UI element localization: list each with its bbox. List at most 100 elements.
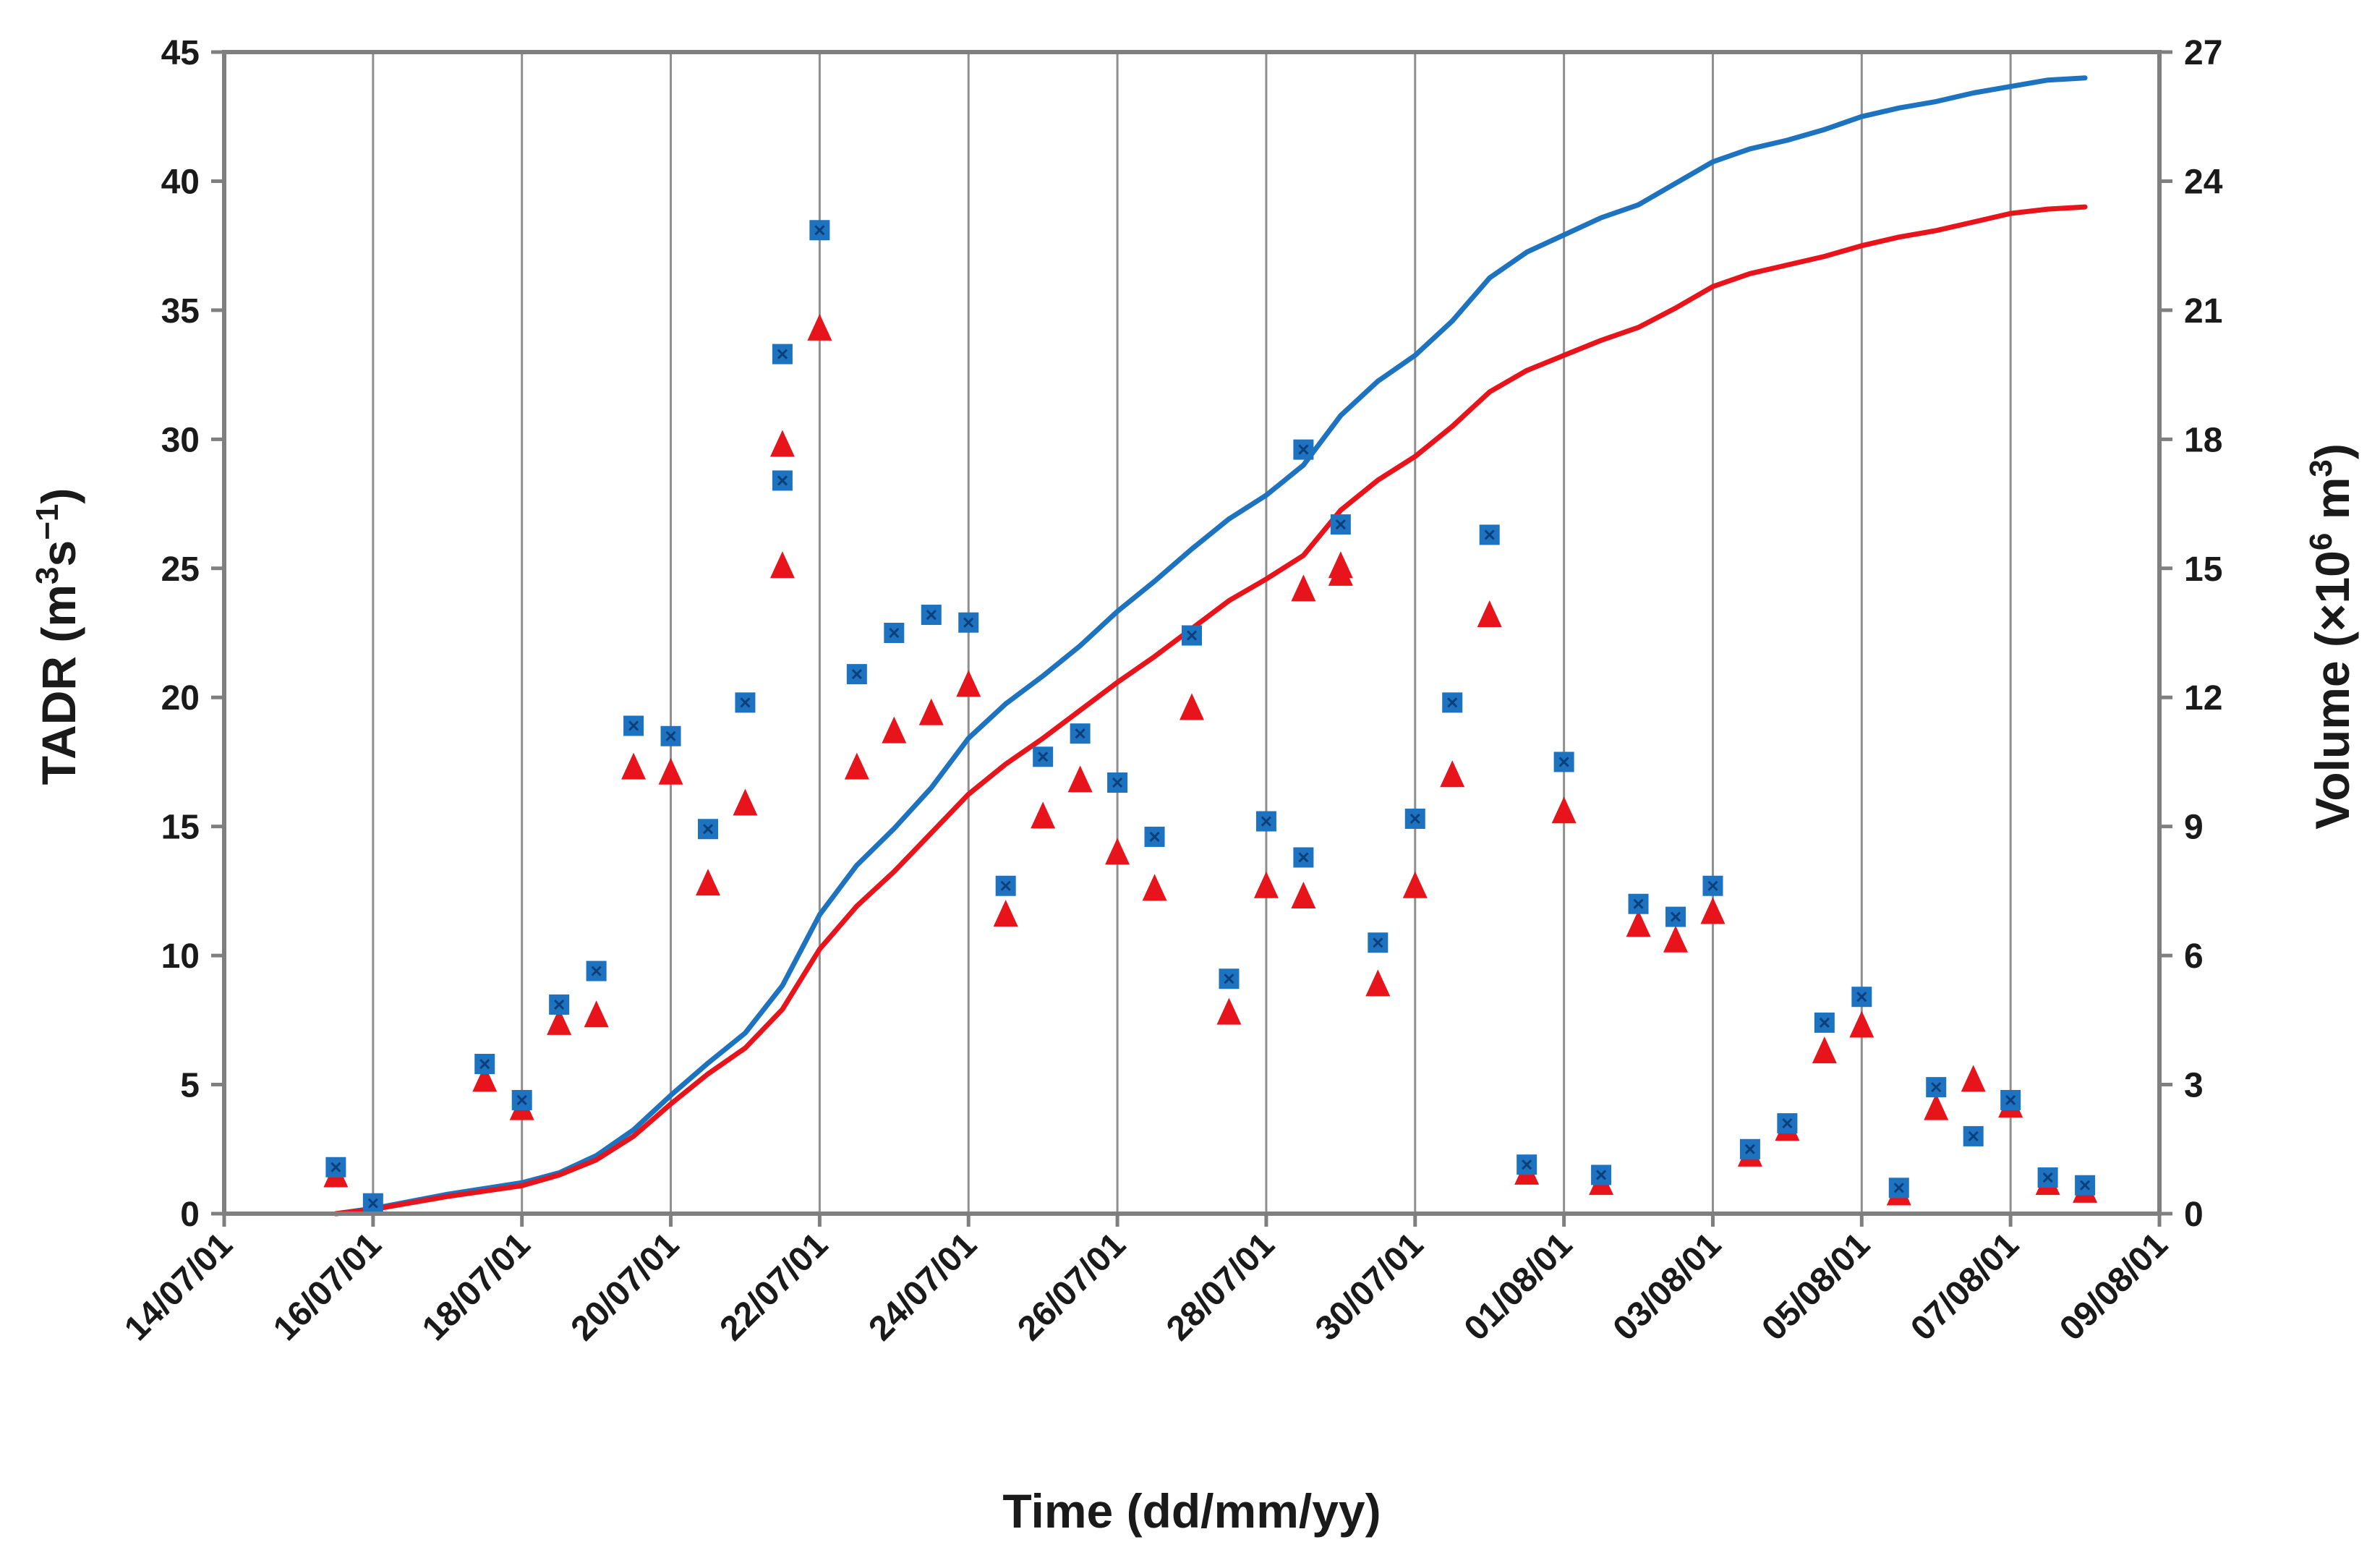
red-triangle-point-43 (1924, 1093, 1949, 1120)
red-triangle-point-15 (956, 670, 981, 697)
left-axis-ticks: 0 5 10 15 20 25 30 35 40 45 (161, 34, 224, 1234)
blue-square-cross-5 (591, 966, 602, 976)
left-tick-label-2: 10 (161, 937, 200, 976)
red-triangle-point-5 (621, 752, 647, 780)
blue-square-cross-17 (1000, 880, 1011, 891)
blue-square-cross-38 (1744, 1144, 1755, 1154)
blue-square-cross-32 (1522, 1159, 1532, 1170)
blue-square-point-10 (772, 470, 793, 491)
red-triangle-point-27 (1328, 558, 1353, 586)
red-triangle-point-40 (1812, 1036, 1837, 1064)
red-triangle-point-11 (807, 313, 832, 341)
blue-square-cross-43 (1931, 1082, 1942, 1093)
blue-square-point-17 (995, 875, 1016, 896)
red-triangle-point-9 (769, 551, 795, 579)
blue-square-point-16 (958, 612, 979, 633)
red-triangle-point-12 (844, 752, 869, 780)
blue-square-point-37 (1702, 875, 1723, 896)
blue-square-point-12 (809, 220, 830, 241)
blue-square-cross-29 (1409, 813, 1420, 825)
blue-square-cross-26 (1298, 444, 1309, 455)
left-axis-title-main: TADR (m (32, 584, 85, 785)
left-tick-label-8: 40 (161, 163, 200, 201)
blue-square-cross-30 (1447, 697, 1458, 708)
left-tick-label-9: 45 (161, 34, 200, 72)
red-triangle-point-24 (1291, 882, 1316, 909)
blue-square-point-4 (549, 994, 570, 1015)
blue-square-point-44 (1963, 1125, 1984, 1146)
blue-square-cross-20 (1112, 777, 1123, 788)
blue-square-point-20 (1107, 772, 1128, 793)
red-triangle-point-17 (1031, 801, 1056, 829)
blue-square-cross-34 (1596, 1170, 1607, 1180)
x-axis-title: Time (dd/mm/yy) (1002, 1484, 1381, 1538)
left-tick-label-4: 20 (161, 679, 200, 717)
red-triangle-point-19 (1105, 838, 1130, 865)
blue-square-point-47 (2075, 1175, 2096, 1196)
blue-square-cross-45 (2005, 1094, 2016, 1106)
blue-square-point-0 (325, 1157, 346, 1178)
red-triangle-point-14 (918, 698, 944, 725)
blue-square-point-19 (1070, 723, 1091, 744)
red-triangle-point-20 (1142, 874, 1167, 901)
blue-square-cross-7 (665, 731, 676, 741)
blue-square-point-15 (921, 605, 942, 626)
volume-lines (333, 75, 2088, 1217)
blue-square-cross-28 (1373, 937, 1383, 948)
red-triangle-point-30 (1440, 760, 1465, 788)
blue-square-cross-18 (1038, 751, 1049, 762)
red-triangle-point-8 (733, 788, 758, 816)
red-triangle-point-35 (1626, 910, 1651, 937)
right-axis-ticks: 0 3 6 9 12 15 18 21 24 27 (2159, 34, 2223, 1234)
blue-square-point-33 (1553, 751, 1574, 772)
blue-square-point-18 (1033, 746, 1054, 767)
blue-square-cross-1 (367, 1198, 378, 1209)
blue-square-cross-14 (889, 627, 900, 639)
blue-square-cross-24 (1261, 816, 1271, 827)
blue-square-point-26 (1293, 439, 1314, 460)
red-triangle-point-23 (1253, 871, 1279, 898)
blue-square-cross-25 (1298, 852, 1309, 863)
blue-square-point-7 (660, 725, 681, 746)
blue-square-point-23 (1219, 968, 1240, 989)
left-axis-title-sup1: 3 (30, 566, 65, 584)
blue-square-cross-47 (2080, 1180, 2091, 1191)
blue-square-point-24 (1255, 811, 1276, 832)
blue-square-point-43 (1926, 1077, 1947, 1098)
red-triangle-point-37 (1700, 897, 1726, 924)
blue-square-point-1 (362, 1193, 383, 1214)
left-tick-label-5: 25 (161, 550, 200, 589)
blue-square-point-22 (1182, 625, 1202, 646)
left-tick-label-6: 30 (161, 421, 200, 459)
blue-square-cross-39 (1782, 1118, 1793, 1129)
right-tick-label-4: 12 (2184, 679, 2222, 717)
blue-square-point-13 (846, 664, 867, 685)
blue-square-point-41 (1851, 987, 1872, 1008)
blue-square-cross-16 (963, 617, 974, 628)
left-axis-title-end: ) (32, 488, 85, 504)
blue-square-point-2 (474, 1054, 495, 1075)
blue-square-cross-3 (516, 1094, 527, 1106)
left-axis-title: TADR (m3s−1) (30, 488, 85, 785)
plot-frame (222, 50, 2162, 1216)
blue-square-point-3 (511, 1089, 532, 1110)
blue-square-point-11 (772, 344, 793, 365)
red-triangle-point-41 (1849, 1010, 1874, 1038)
blue-square-point-36 (1665, 906, 1686, 927)
blue-square-cross-19 (1075, 728, 1085, 739)
blue-square-point-39 (1777, 1113, 1798, 1134)
blue-square-cross-44 (1968, 1130, 1979, 1141)
right-axis-title-mid: m (2306, 477, 2359, 533)
right-tick-label-5: 15 (2184, 550, 2222, 589)
red-triangle-point-13 (882, 716, 907, 744)
blue-square-cross-41 (1856, 992, 1867, 1002)
left-tick-label-0: 0 (180, 1196, 200, 1234)
red-triangle-point-10 (769, 430, 795, 457)
blue-square-cross-12 (814, 225, 825, 236)
blue-square-point-6 (623, 715, 644, 736)
blue-square-cross-13 (851, 669, 862, 680)
blue-square-point-9 (735, 692, 756, 713)
right-tick-label-2: 6 (2184, 937, 2204, 976)
blue-square-point-34 (1591, 1164, 1612, 1185)
